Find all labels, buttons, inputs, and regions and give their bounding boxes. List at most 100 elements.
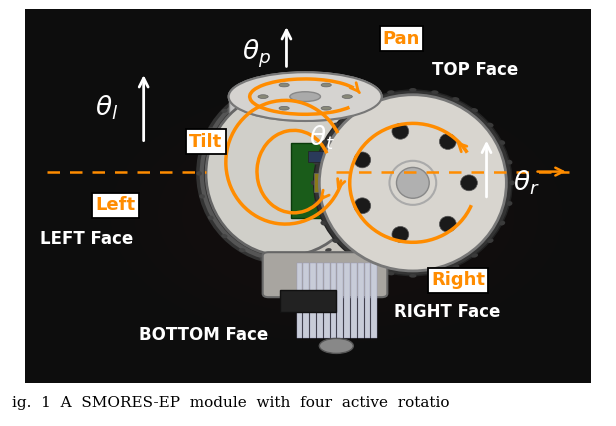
Ellipse shape [499, 221, 505, 225]
Ellipse shape [506, 160, 513, 164]
Text: $\theta_p$: $\theta_p$ [243, 37, 272, 70]
Ellipse shape [452, 265, 460, 269]
Ellipse shape [439, 134, 456, 150]
Ellipse shape [431, 90, 439, 94]
Ellipse shape [506, 201, 513, 206]
Ellipse shape [290, 92, 320, 101]
Ellipse shape [229, 72, 382, 121]
Ellipse shape [321, 106, 331, 110]
Ellipse shape [367, 265, 373, 269]
Ellipse shape [311, 180, 317, 185]
Ellipse shape [439, 216, 456, 232]
Ellipse shape [461, 175, 477, 191]
Ellipse shape [409, 274, 416, 278]
Ellipse shape [332, 123, 339, 127]
Ellipse shape [499, 140, 505, 145]
Ellipse shape [208, 216, 214, 220]
FancyBboxPatch shape [331, 263, 336, 338]
Ellipse shape [260, 257, 266, 261]
Ellipse shape [321, 83, 331, 87]
Ellipse shape [366, 148, 371, 153]
Ellipse shape [354, 198, 371, 214]
Ellipse shape [206, 91, 365, 256]
FancyBboxPatch shape [308, 151, 331, 162]
Ellipse shape [319, 338, 354, 354]
FancyBboxPatch shape [280, 290, 336, 312]
Ellipse shape [357, 216, 363, 220]
Text: RIGHT Face: RIGHT Face [394, 303, 500, 321]
FancyBboxPatch shape [324, 263, 330, 338]
FancyBboxPatch shape [297, 263, 302, 338]
Ellipse shape [487, 123, 493, 127]
Ellipse shape [258, 95, 268, 98]
Ellipse shape [487, 239, 493, 243]
FancyBboxPatch shape [291, 144, 399, 219]
Ellipse shape [409, 88, 416, 92]
Ellipse shape [367, 97, 373, 101]
Ellipse shape [304, 257, 311, 261]
Text: $\theta_t$: $\theta_t$ [309, 124, 335, 152]
Text: Left: Left [95, 196, 136, 214]
Text: Right: Right [431, 271, 485, 289]
Ellipse shape [368, 171, 375, 176]
Ellipse shape [199, 148, 205, 153]
Ellipse shape [229, 72, 382, 121]
Ellipse shape [279, 83, 290, 87]
Ellipse shape [387, 90, 394, 94]
Ellipse shape [392, 124, 409, 139]
FancyBboxPatch shape [344, 263, 350, 338]
Ellipse shape [260, 86, 266, 90]
Ellipse shape [221, 234, 227, 238]
Ellipse shape [354, 152, 371, 168]
Ellipse shape [282, 83, 289, 87]
Text: BOTTOM Face: BOTTOM Face [139, 325, 268, 344]
Ellipse shape [314, 90, 512, 276]
Ellipse shape [320, 221, 326, 225]
Ellipse shape [343, 234, 349, 238]
FancyBboxPatch shape [274, 97, 427, 256]
Ellipse shape [221, 109, 227, 113]
FancyBboxPatch shape [365, 263, 370, 338]
FancyBboxPatch shape [317, 263, 323, 338]
Ellipse shape [282, 260, 289, 264]
Ellipse shape [320, 140, 326, 145]
Text: Tilt: Tilt [189, 132, 222, 151]
Ellipse shape [314, 160, 319, 164]
Ellipse shape [366, 194, 371, 199]
Ellipse shape [325, 95, 331, 99]
Ellipse shape [343, 109, 349, 113]
Ellipse shape [347, 108, 354, 112]
Text: Pan: Pan [383, 29, 420, 48]
FancyBboxPatch shape [371, 263, 377, 338]
Ellipse shape [279, 106, 290, 110]
Ellipse shape [509, 180, 515, 185]
Ellipse shape [239, 95, 246, 99]
Ellipse shape [392, 227, 409, 242]
FancyBboxPatch shape [262, 252, 387, 297]
Ellipse shape [319, 95, 506, 271]
Ellipse shape [397, 167, 429, 198]
Text: $\theta_r$: $\theta_r$ [513, 169, 540, 197]
Ellipse shape [304, 86, 311, 90]
Ellipse shape [332, 239, 339, 243]
FancyBboxPatch shape [314, 173, 354, 192]
Ellipse shape [357, 127, 363, 131]
FancyBboxPatch shape [304, 263, 309, 338]
Ellipse shape [347, 253, 354, 258]
Ellipse shape [431, 271, 439, 275]
FancyBboxPatch shape [351, 263, 357, 338]
Text: ig.  1  A  SMORES-EP  module  with  four  active  rotatio: ig. 1 A SMORES-EP module with four activ… [12, 396, 450, 409]
Text: TOP Face: TOP Face [432, 61, 518, 79]
Polygon shape [229, 97, 382, 119]
Ellipse shape [387, 271, 394, 275]
FancyBboxPatch shape [310, 263, 316, 338]
FancyBboxPatch shape [358, 263, 363, 338]
Ellipse shape [471, 253, 478, 258]
Ellipse shape [314, 201, 319, 206]
Ellipse shape [452, 97, 460, 101]
Ellipse shape [199, 194, 205, 199]
Ellipse shape [342, 95, 352, 98]
Text: $\theta_l$: $\theta_l$ [95, 94, 118, 122]
Ellipse shape [325, 248, 331, 252]
Text: LEFT Face: LEFT Face [41, 230, 134, 248]
